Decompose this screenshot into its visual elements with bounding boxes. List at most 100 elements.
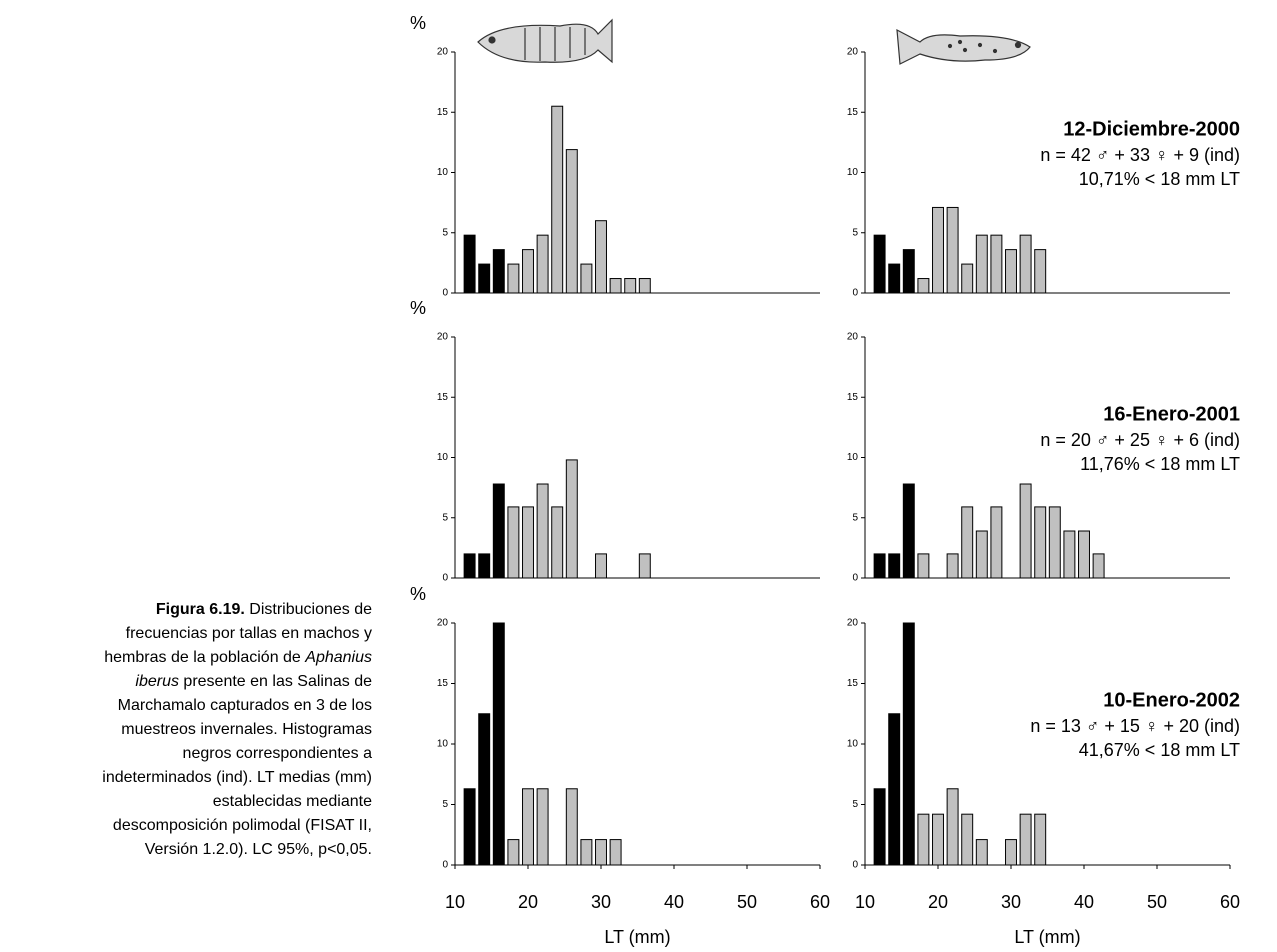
bar <box>889 714 900 865</box>
bar <box>596 554 607 578</box>
bar <box>903 484 914 578</box>
bar <box>1020 814 1031 865</box>
bar <box>479 264 490 293</box>
y-tick-label: 5 <box>852 799 858 810</box>
bar <box>596 840 607 865</box>
annotation: 10,71% < 18 mm LT <box>1079 169 1240 189</box>
caption-text: Distribuciones de <box>245 601 372 618</box>
bar <box>566 789 577 865</box>
caption-line: hembras de la población de Aphanius <box>104 649 372 666</box>
bar <box>903 623 914 865</box>
caption-species: iberus <box>135 673 179 690</box>
bar <box>1049 507 1060 578</box>
chart-title: 12-Diciembre-2000 <box>1063 118 1240 140</box>
x-tick-label: 30 <box>591 892 611 912</box>
x-tick-label: 40 <box>664 892 684 912</box>
caption-line: establecidas mediante <box>213 793 372 810</box>
bar <box>537 789 548 865</box>
bar <box>889 554 900 578</box>
caption: Figura 6.19. Distribuciones de frecuenci… <box>102 601 372 858</box>
bar <box>1006 840 1017 865</box>
chart-title: 10-Enero-2002 <box>1103 689 1240 711</box>
y-tick-label: 0 <box>442 573 448 584</box>
caption-species: Aphanius <box>304 649 372 666</box>
annotation: n = 42 ♂ + 33 ♀ + 9 (ind) <box>1040 145 1240 165</box>
bar <box>1035 814 1046 865</box>
y-tick-label: 15 <box>437 107 449 118</box>
bar <box>625 279 636 293</box>
caption-label: Figura 6.19. <box>156 601 245 618</box>
bar <box>566 150 577 293</box>
y-tick-label: 15 <box>437 678 449 689</box>
caption-text: presente en las Salinas de <box>179 673 372 690</box>
bar <box>639 554 650 578</box>
bar <box>962 507 973 578</box>
y-tick-label: 20 <box>847 332 859 343</box>
bar <box>610 279 621 293</box>
bar <box>918 279 929 293</box>
bar <box>552 106 563 293</box>
x-tick-label: 50 <box>1147 892 1167 912</box>
bar <box>874 235 885 293</box>
caption-line: negros correspondientes a <box>183 745 373 762</box>
bar <box>889 264 900 293</box>
y-tick-label: 0 <box>442 860 448 871</box>
caption-line: muestreos invernales. Histogramas <box>121 721 372 738</box>
bar <box>493 623 504 865</box>
x-tick-label: 40 <box>1074 892 1094 912</box>
y-tick-label: 5 <box>442 512 448 523</box>
y-tick-label: 20 <box>847 618 859 629</box>
caption-text: hembras de la población de <box>104 649 305 666</box>
bar <box>508 507 519 578</box>
y-tick-label: 15 <box>847 107 859 118</box>
bar <box>947 789 958 865</box>
bar <box>1035 250 1046 293</box>
bar <box>947 554 958 578</box>
bar <box>508 264 519 293</box>
y-tick-label: 10 <box>847 167 859 178</box>
x-tick-label: 50 <box>737 892 757 912</box>
y-tick-label: 20 <box>437 332 449 343</box>
chart-title: 16-Enero-2001 <box>1103 403 1240 425</box>
caption-line: Versión 1.2.0). LC 95%, p<0,05. <box>145 841 372 858</box>
y-tick-label: 20 <box>437 618 449 629</box>
bar <box>976 840 987 865</box>
bar <box>976 531 987 578</box>
x-axis-label: LT (mm) <box>604 927 670 947</box>
y-tick-label: 5 <box>852 512 858 523</box>
x-tick-label: 20 <box>928 892 948 912</box>
caption-line: descomposición polimodal (FISAT II, <box>113 817 372 834</box>
bar <box>493 250 504 293</box>
y-tick-label: 20 <box>847 47 859 58</box>
bar <box>1035 507 1046 578</box>
bar <box>581 840 592 865</box>
bar <box>596 221 607 293</box>
y-tick-label: 10 <box>437 739 449 750</box>
y-axis-label: % <box>410 584 426 604</box>
bar <box>464 789 475 865</box>
bar <box>1020 484 1031 578</box>
bar <box>523 250 534 293</box>
annotation: 11,76% < 18 mm LT <box>1080 454 1240 474</box>
y-tick-label: 10 <box>847 739 859 750</box>
x-tick-label: 10 <box>445 892 465 912</box>
bar <box>962 264 973 293</box>
bar <box>566 460 577 578</box>
bar <box>581 264 592 293</box>
bar <box>464 554 475 578</box>
caption-line: frecuencias por tallas en machos y <box>126 625 372 642</box>
x-tick-label: 60 <box>1220 892 1240 912</box>
y-tick-label: 15 <box>437 392 449 403</box>
y-tick-label: 5 <box>442 799 448 810</box>
x-axis-label: LT (mm) <box>1014 927 1080 947</box>
bar <box>610 840 621 865</box>
caption-line: Figura 6.19. Distribuciones de <box>156 601 372 618</box>
annotation: n = 13 ♂ + 15 ♀ + 20 (ind) <box>1030 716 1240 736</box>
bar <box>523 789 534 865</box>
y-tick-label: 0 <box>852 288 858 299</box>
bar <box>991 507 1002 578</box>
bar <box>508 840 519 865</box>
bar <box>523 507 534 578</box>
caption-line: Marchamalo capturados en 3 de los <box>118 697 372 714</box>
bar <box>933 814 944 865</box>
